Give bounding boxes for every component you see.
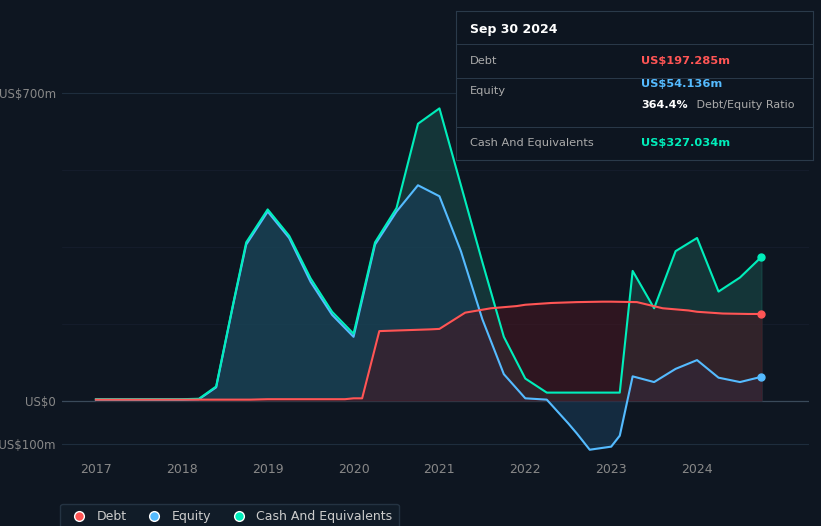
Text: Debt: Debt	[470, 56, 498, 66]
Text: Cash And Equivalents: Cash And Equivalents	[470, 138, 594, 148]
Text: US$327.034m: US$327.034m	[641, 138, 731, 148]
Text: Debt/Equity Ratio: Debt/Equity Ratio	[693, 100, 795, 110]
Text: Equity: Equity	[470, 86, 506, 96]
Text: 364.4%: 364.4%	[641, 100, 688, 110]
Legend: Debt, Equity, Cash And Equivalents: Debt, Equity, Cash And Equivalents	[61, 504, 399, 526]
Text: Sep 30 2024: Sep 30 2024	[470, 23, 557, 36]
Text: US$54.136m: US$54.136m	[641, 79, 722, 89]
Text: US$197.285m: US$197.285m	[641, 56, 731, 66]
